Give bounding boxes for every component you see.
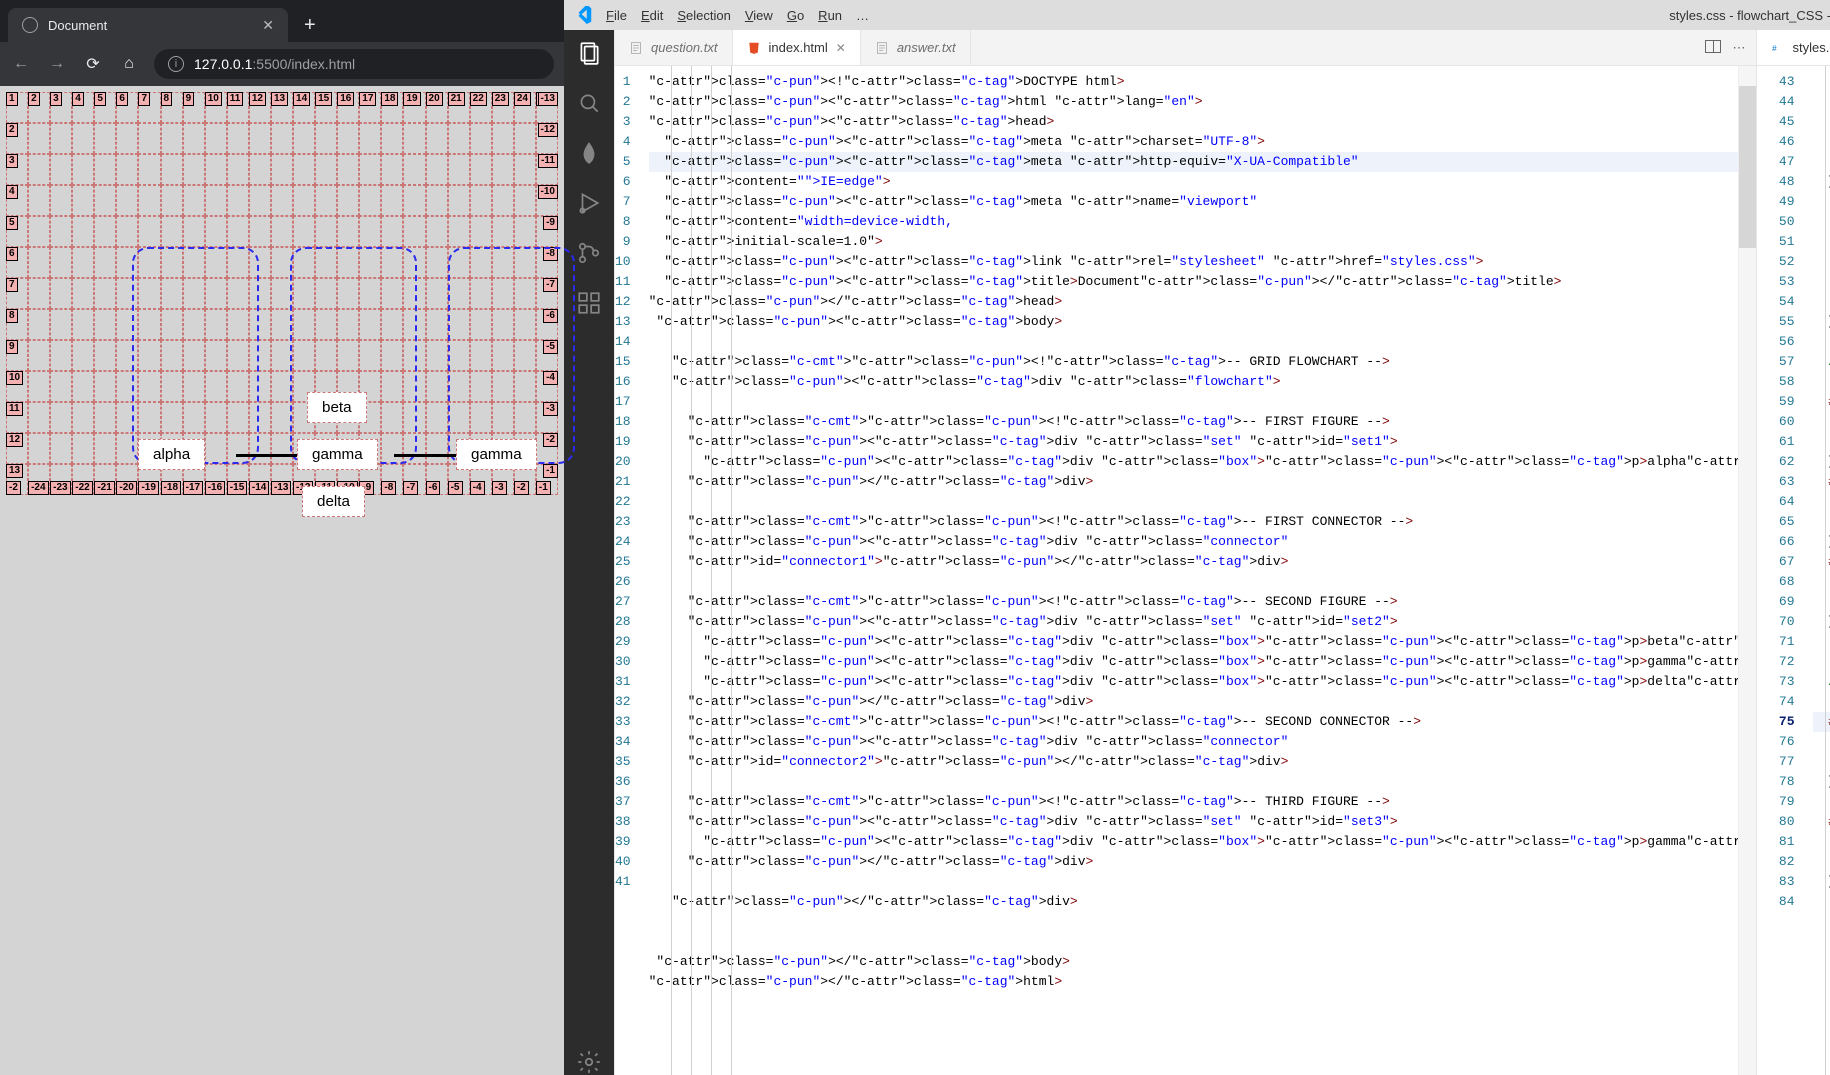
flowchart-box: gamma [456, 439, 537, 470]
editor-area: question.txt index.html ✕ answer.txt ⋯ 12345… [614, 30, 1830, 1075]
source-control-icon[interactable] [576, 240, 602, 266]
svg-text:#: # [1772, 43, 1777, 52]
editor-tab-label: question.txt [651, 40, 718, 55]
search-icon[interactable] [576, 90, 602, 116]
run-debug-icon[interactable] [576, 190, 602, 216]
new-tab-button[interactable]: + [296, 8, 324, 42]
back-icon[interactable]: ← [10, 55, 32, 73]
more-icon[interactable]: ⋯ [1733, 40, 1746, 56]
vscode-body: question.txt index.html ✕ answer.txt ⋯ 12345… [564, 30, 1830, 1075]
code-editor[interactable]: 4344454647484950515253545556575859606162… [1757, 66, 1830, 1075]
menu-item[interactable]: … [856, 8, 869, 23]
browser-toolbar: ← → ⟳ ⌂ i 127.0.0.1:5500/index.html [0, 42, 564, 86]
gear-icon[interactable] [576, 1049, 602, 1075]
vscode-logo-icon [574, 6, 592, 24]
close-icon[interactable]: ✕ [262, 17, 274, 34]
code-editor[interactable]: 1234567891011121314151617181920212223242… [615, 66, 1756, 1075]
editor-group-left: question.txt index.html ✕ answer.txt ⋯ 12345… [614, 30, 1756, 1075]
editor-tab[interactable]: index.html ✕ [733, 30, 861, 65]
editor-tab-label: answer.txt [897, 40, 956, 55]
flowchart-box: alpha [138, 439, 205, 470]
titlebar: File Edit Selection View Go Run … styles.css -… [564, 0, 1830, 30]
editor-tabs: #styles.css✕⋯ [1757, 30, 1830, 66]
editor-tabs: question.txt index.html ✕ answer.txt ⋯ [615, 30, 1756, 66]
menu-item[interactable]: Go [787, 8, 804, 23]
url-path: :5500/index.html [252, 56, 355, 72]
flowchart-box: gamma [297, 439, 378, 470]
explorer-icon[interactable] [576, 40, 602, 66]
editor-tab[interactable]: answer.txt [861, 30, 971, 65]
tab-title: Document [48, 18, 252, 33]
site-info-icon[interactable]: i [168, 56, 184, 72]
mongodb-leaf-icon[interactable] [576, 140, 602, 166]
flowchart-connector [236, 454, 298, 457]
flowchart-set [290, 247, 416, 464]
line-gutter: 4344454647484950515253545556575859606162… [1757, 66, 1807, 1075]
window-title: styles.css - flowchart_CSS - Visual Stu.… [897, 8, 1830, 23]
close-icon[interactable]: ✕ [836, 41, 846, 55]
flowchart-set [132, 247, 258, 464]
menu-item[interactable]: Edit [641, 8, 663, 23]
menu-item[interactable]: View [745, 8, 773, 23]
menu-bar[interactable]: File Edit Selection View Go Run … [606, 8, 883, 23]
line-gutter: 1234567891011121314151617181920212223242… [615, 66, 643, 1075]
flowchart-set [448, 247, 574, 464]
editor-tab-label: styles.css [1793, 40, 1830, 55]
forward-icon[interactable]: → [46, 55, 68, 73]
editor-tab-label: index.html [769, 40, 828, 55]
browser-window: Document ✕ + ← → ⟳ ⌂ i 127.0.0.1:5500/in… [0, 0, 564, 1075]
flowchart-connector [394, 454, 456, 457]
address-bar[interactable]: i 127.0.0.1:5500/index.html [154, 49, 554, 79]
editor-group-right: #styles.css✕⋯ 43444546474849505152535455… [1756, 30, 1830, 1075]
tab-favicon [22, 17, 38, 33]
menu-item[interactable]: Selection [677, 8, 730, 23]
browser-chrome: Document ✕ + ← → ⟳ ⌂ i 127.0.0.1:5500/in… [0, 0, 564, 86]
url-host: 127.0.0.1 [194, 56, 252, 72]
flowchart-box: delta [302, 486, 365, 517]
browser-tab[interactable]: Document ✕ [8, 8, 288, 42]
flowchart-box: beta [307, 392, 367, 423]
tab-strip: Document ✕ + [0, 0, 564, 42]
code-source[interactable]: border: 1px solid black; /* border-radiu… [1807, 66, 1830, 1075]
home-icon[interactable]: ⌂ [118, 55, 140, 73]
editor-tab[interactable]: #styles.css✕ [1757, 30, 1830, 65]
menu-item[interactable]: Run [818, 8, 842, 23]
minimap[interactable] [1738, 66, 1756, 1075]
activity-bar [564, 30, 614, 1075]
menu-item[interactable]: File [606, 8, 627, 23]
vscode-window: File Edit Selection View Go Run … styles.css -… [564, 0, 1830, 1075]
split-editor-icon[interactable] [1705, 40, 1721, 56]
extensions-icon[interactable] [576, 290, 602, 316]
page-viewport: 1234567891011121314151617181920212223242… [0, 86, 564, 1075]
code-source[interactable]: "c-attr">class="c-pun"><!"c-attr">class=… [643, 66, 1756, 1075]
reload-icon[interactable]: ⟳ [82, 54, 104, 74]
editor-tab[interactable]: question.txt [615, 30, 733, 65]
